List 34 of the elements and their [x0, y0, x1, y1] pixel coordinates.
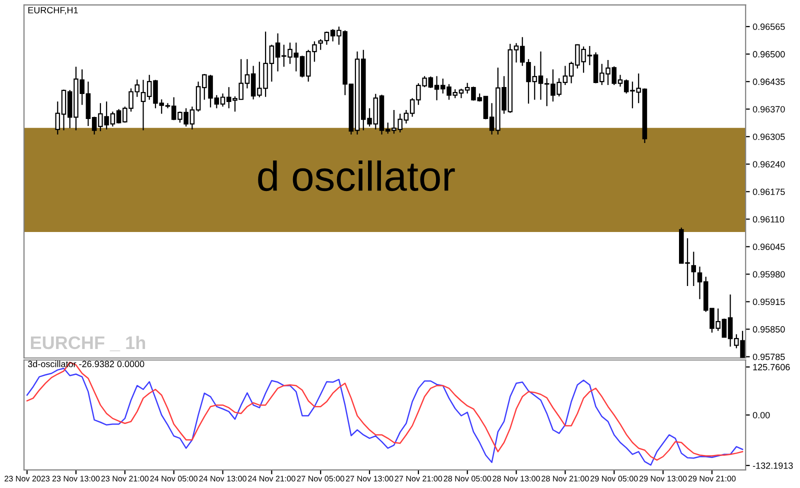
- y-tick-label: 0.95785: [752, 354, 785, 360]
- y-tick-label: 0.95980: [752, 271, 785, 278]
- x-tick-label: 23 Nov 2023: [4, 476, 50, 482]
- y-tick-label: 0.96435: [752, 78, 785, 85]
- x-tick-label: 23 Nov 21:00: [101, 476, 149, 482]
- x-tick-label: 24 Nov 05:00: [150, 476, 198, 482]
- y-tick-label: 125.7606: [753, 364, 790, 370]
- x-tick-label: 28 Nov 05:00: [444, 476, 492, 482]
- y-tick-label: 0.95850: [752, 326, 785, 333]
- y-tick-label: 0.96370: [752, 106, 785, 112]
- x-tick-label: 24 Nov 13:00: [199, 476, 246, 482]
- x-tick-label: 29 Nov 05:00: [590, 476, 638, 482]
- y-tick-label: 0.96500: [752, 51, 785, 58]
- x-tick-label: 23 Nov 13:00: [52, 476, 100, 482]
- x-tick-label: 28 Nov 21:00: [542, 476, 589, 482]
- y-tick-label: 0.96240: [752, 161, 785, 168]
- annotation: d oscillator: [258, 160, 455, 192]
- x-tick-label: 27 Nov 13:00: [346, 476, 394, 482]
- y-tick-label: 0.96175: [752, 188, 785, 196]
- x-tick-label: 27 Nov 21:00: [394, 476, 442, 482]
- y-tick-label: 0.96045: [752, 244, 785, 250]
- chart-title: EURCHF,H1: [28, 6, 78, 14]
- x-tick-label: 29 Nov 13:00: [639, 476, 687, 482]
- y-tick-label: 0.95915: [752, 298, 785, 306]
- x-tick-label: 27 Nov 05:00: [297, 476, 344, 482]
- x-tick-label: 24 Nov 21:00: [248, 476, 296, 482]
- y-tick-label: 0.96305: [752, 134, 785, 140]
- y-tick-label: -132.1913: [752, 462, 793, 469]
- y-tick-label: 0.96110: [752, 216, 784, 223]
- y-tick-label: 0.96565: [752, 24, 785, 30]
- x-tick-label: 28 Nov 13:00: [492, 476, 540, 482]
- x-tick-label: 29 Nov 21:00: [688, 476, 736, 482]
- y-tick-label: 0.00: [752, 412, 770, 418]
- candlestick: [691, 251, 696, 287]
